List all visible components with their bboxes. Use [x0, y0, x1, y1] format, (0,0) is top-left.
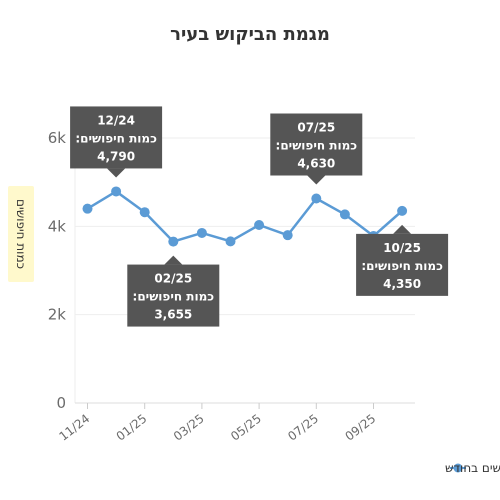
data-point[interactable] [311, 193, 322, 204]
y-tick-label: 0 [56, 394, 66, 412]
annotation-pointer [393, 224, 412, 234]
x-tick-layer: 11/24 01/25 03/25 05/25 07/25 09/25 [56, 403, 378, 444]
legend-point-marker [453, 463, 463, 473]
y-axis-label-box: כמות חיפושים [8, 186, 34, 282]
annotation-value: 3,655 [154, 308, 192, 322]
annotation-label: כמות חיפושים: [75, 131, 157, 145]
annotation-box [356, 233, 449, 296]
annotation-date: 02/25 [154, 272, 192, 286]
data-point[interactable] [139, 207, 150, 218]
annotation-callout: 12/24 כמות חיפושים: 4,790 [70, 106, 163, 178]
chart-title: מגמת הביקוש בעיר [170, 24, 330, 45]
legend[interactable]: חיפושים בחודש [445, 461, 500, 475]
annotation-label: כמות חיפושים: [133, 290, 215, 304]
x-tick-label: 03/25 [171, 411, 207, 443]
y-tick-label: 2k [48, 306, 67, 324]
x-tick-label: 05/25 [228, 411, 264, 443]
annotation-value: 4,630 [297, 157, 335, 171]
y-axis-label: כמות חיפושים [14, 199, 28, 269]
data-point[interactable] [111, 186, 122, 197]
y-tick-label: 4k [48, 217, 67, 235]
data-point[interactable] [282, 230, 293, 241]
annotation-date: 07/25 [297, 121, 335, 135]
x-tick-label: 01/25 [114, 411, 150, 443]
annotation-value: 4,790 [97, 149, 135, 163]
y-tick-layer: 0 2k 4k 6k [48, 129, 67, 412]
data-point[interactable] [254, 220, 265, 231]
data-point[interactable] [196, 227, 207, 238]
x-tick-label: 09/25 [342, 411, 378, 443]
annotation-pointer [164, 255, 183, 265]
data-point[interactable] [168, 236, 179, 247]
data-point[interactable] [82, 203, 93, 214]
annotation-label: כמות חיפושים: [276, 139, 358, 153]
annotation-box [70, 106, 163, 169]
annotation-callout: 02/25 כמות חיפושים: 3,655 [127, 255, 220, 327]
x-tick-label: 07/25 [285, 411, 321, 443]
x-tick-label: 11/24 [56, 411, 92, 443]
annotation-pointer [107, 168, 126, 178]
data-point[interactable] [339, 209, 350, 220]
annotation-box [270, 113, 363, 176]
annotation-callout: 07/25 כמות חיפושים: 4,630 [270, 113, 363, 185]
annotation-label: כמות חיפושים: [361, 259, 443, 273]
annotation-callout: 10/25 כמות חיפושים: 4,350 [356, 224, 449, 296]
annotation-date: 12/24 [97, 113, 135, 127]
y-axis-label-background [8, 186, 34, 282]
series-line [86, 190, 403, 243]
annotation-layer: 12/24 כמות חיפושים: 4,790 02/25 כמות חיפושים… [70, 106, 449, 327]
legend-label: חיפושים בחודש [445, 461, 500, 475]
data-point[interactable] [397, 205, 408, 216]
annotation-box [127, 264, 220, 327]
annotation-date: 10/25 [383, 241, 421, 255]
annotation-value: 4,350 [383, 277, 421, 291]
annotation-pointer [307, 175, 326, 185]
data-point[interactable] [225, 236, 236, 247]
y-tick-label: 6k [48, 129, 67, 147]
